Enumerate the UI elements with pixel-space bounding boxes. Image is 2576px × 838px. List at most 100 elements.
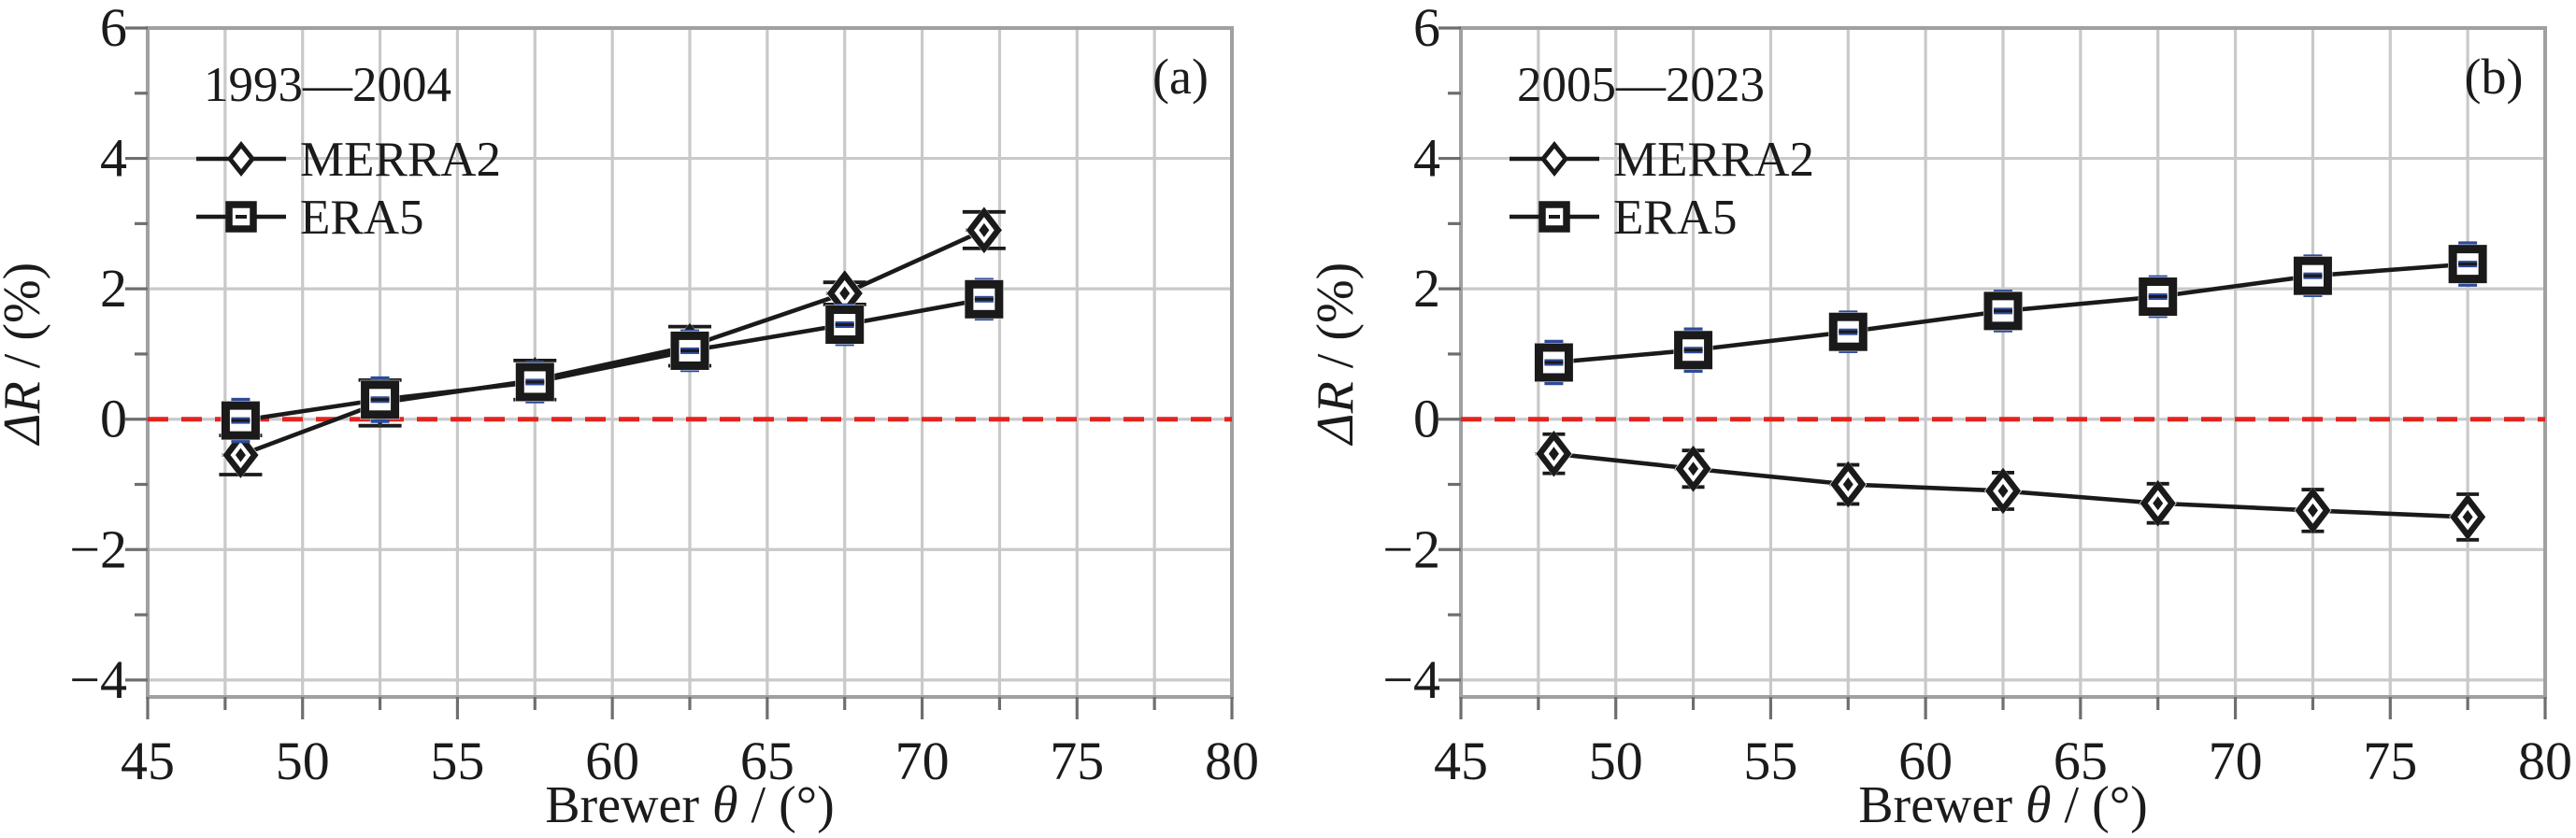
legend-entry-label: ERA5 [1613, 191, 1738, 245]
marker-outline [965, 279, 1004, 319]
legend-diamond-icon [226, 140, 256, 178]
marker-outline [1983, 291, 2023, 331]
legend-square-dash [1549, 215, 1560, 219]
marker-mean-dash-black [680, 348, 699, 352]
x-tick-label: 75 [1050, 731, 1104, 791]
y-tick-label: 6 [100, 0, 127, 58]
y-tick-label: 0 [100, 389, 127, 449]
x-axis-title: Brewer θ / (°) [545, 776, 835, 834]
marker-mean-dash-black [835, 323, 854, 327]
x-tick-label: 75 [2363, 731, 2417, 791]
y-tick-label: −4 [1382, 649, 1440, 710]
marker-square-era5 [824, 305, 865, 345]
legend-title-period: 1993—2004 [204, 58, 451, 112]
x-tick-label: 80 [2518, 731, 2572, 791]
marker-square-era5 [670, 331, 709, 371]
marker-mean-dash-black [2458, 263, 2478, 266]
marker-core [979, 222, 990, 237]
marker-square-era5 [515, 362, 555, 402]
marker-mean-dash-black [1683, 348, 1703, 352]
legend-item-merra2: MERRA2 [196, 133, 501, 187]
chart-panel-b: −4 −2 0 2 4 6 45 50 55 60 65 70 75 80 Brewer θ / (°) ΔR… [1307, 0, 2572, 834]
marker-mean-dash-black [2148, 295, 2168, 299]
panel-label: (b) [2465, 49, 2524, 105]
legend-title-period: 2005—2023 [1517, 58, 1765, 112]
legend-item-merra2: MERRA2 [1510, 133, 1814, 187]
marker-diamond-merra2 [1674, 445, 1712, 492]
marker-square-era5 [1534, 343, 1574, 382]
x-tick-label: 45 [121, 731, 175, 791]
y-tick-label: 2 [1413, 258, 1440, 319]
x-tick-label: 55 [1743, 731, 1797, 791]
marker-square-era5 [360, 379, 400, 419]
chart-panel-a: −4 −2 0 2 4 6 45 50 55 60 65 70 75 80 Brewer θ / (°) ΔR… [0, 0, 1259, 834]
marker-mean-dash-black [2303, 274, 2323, 277]
marker-diamond-merra2 [965, 206, 1003, 254]
marker-core [839, 286, 851, 301]
legend-diamond-icon [1539, 140, 1569, 178]
x-tick-label: 50 [276, 731, 330, 791]
y-tick-label: 2 [100, 258, 127, 319]
marker-core [2153, 496, 2164, 511]
x-tick-label: 45 [1434, 731, 1488, 791]
marker-mean-dash-black [525, 380, 545, 384]
marker-mean-dash-black [1839, 330, 1858, 334]
marker-outline [1534, 343, 1573, 382]
marker-diamond-merra2 [2294, 487, 2332, 534]
y-axis-title: ΔR / (%) [1307, 263, 1365, 447]
y-tick-label: 0 [1413, 389, 1440, 449]
marker-square-era5 [1828, 312, 1868, 352]
marker-mean-dash-black [1544, 361, 1564, 364]
marker-diamond-merra2 [1984, 467, 2022, 515]
x-tick-label: 60 [585, 731, 639, 791]
y-tick-label: 4 [1413, 128, 1440, 189]
x-tick-label: 55 [430, 731, 484, 791]
series-layer [1534, 241, 2488, 542]
marker-square-era5 [2448, 244, 2488, 284]
marker-outline [2293, 256, 2332, 295]
x-axis-title: Brewer θ / (°) [1858, 776, 2148, 834]
marker-core [1548, 447, 1559, 462]
legend-entry-label: ERA5 [300, 191, 424, 245]
marker-square-era5 [2293, 256, 2333, 296]
marker-square-era5 [2138, 277, 2178, 317]
marker-square-era5 [964, 279, 1004, 320]
series-layer [219, 206, 1006, 479]
y-tick-label: −2 [1382, 518, 1440, 579]
x-tick-label: 65 [740, 731, 794, 791]
x-tick-label: 80 [1205, 731, 1259, 791]
legend-item-era5: ERA5 [196, 191, 424, 245]
marker-core [1842, 476, 1853, 491]
marker-square-era5 [221, 401, 261, 441]
marker-diamond-merra2 [2449, 493, 2487, 541]
marker-core [1688, 462, 1699, 476]
marker-core [2462, 509, 2473, 524]
x-tick-label: 65 [2054, 731, 2108, 791]
y-tick-label: −2 [69, 518, 127, 579]
y-tick-label: 6 [1413, 0, 1440, 58]
x-tick-label: 70 [895, 731, 950, 791]
marker-diamond-merra2 [1535, 430, 1573, 477]
x-tick-label: 50 [1589, 731, 1643, 791]
marker-square-era5 [1673, 330, 1713, 370]
legend-entry-label: MERRA2 [1613, 133, 1814, 187]
marker-outline [515, 362, 554, 402]
x-tick-label: 60 [1898, 731, 1953, 791]
panel-label: (a) [1152, 49, 1209, 105]
marker-mean-dash-black [231, 419, 250, 422]
y-axis-title: ΔR / (%) [0, 263, 51, 447]
legend-square-icon [1538, 201, 1570, 233]
legend-square-dash [236, 215, 247, 219]
marker-diamond-merra2 [222, 432, 260, 479]
marker-diamond-merra2 [1829, 461, 1868, 508]
x-tick-label: 70 [2209, 731, 2263, 791]
legend-item-era5: ERA5 [1510, 191, 1738, 245]
y-tick-label: 4 [100, 128, 127, 189]
marker-core [1997, 483, 2009, 498]
marker-mean-dash-black [974, 297, 994, 301]
marker-core [235, 447, 246, 462]
marker-mean-dash-black [370, 398, 390, 402]
